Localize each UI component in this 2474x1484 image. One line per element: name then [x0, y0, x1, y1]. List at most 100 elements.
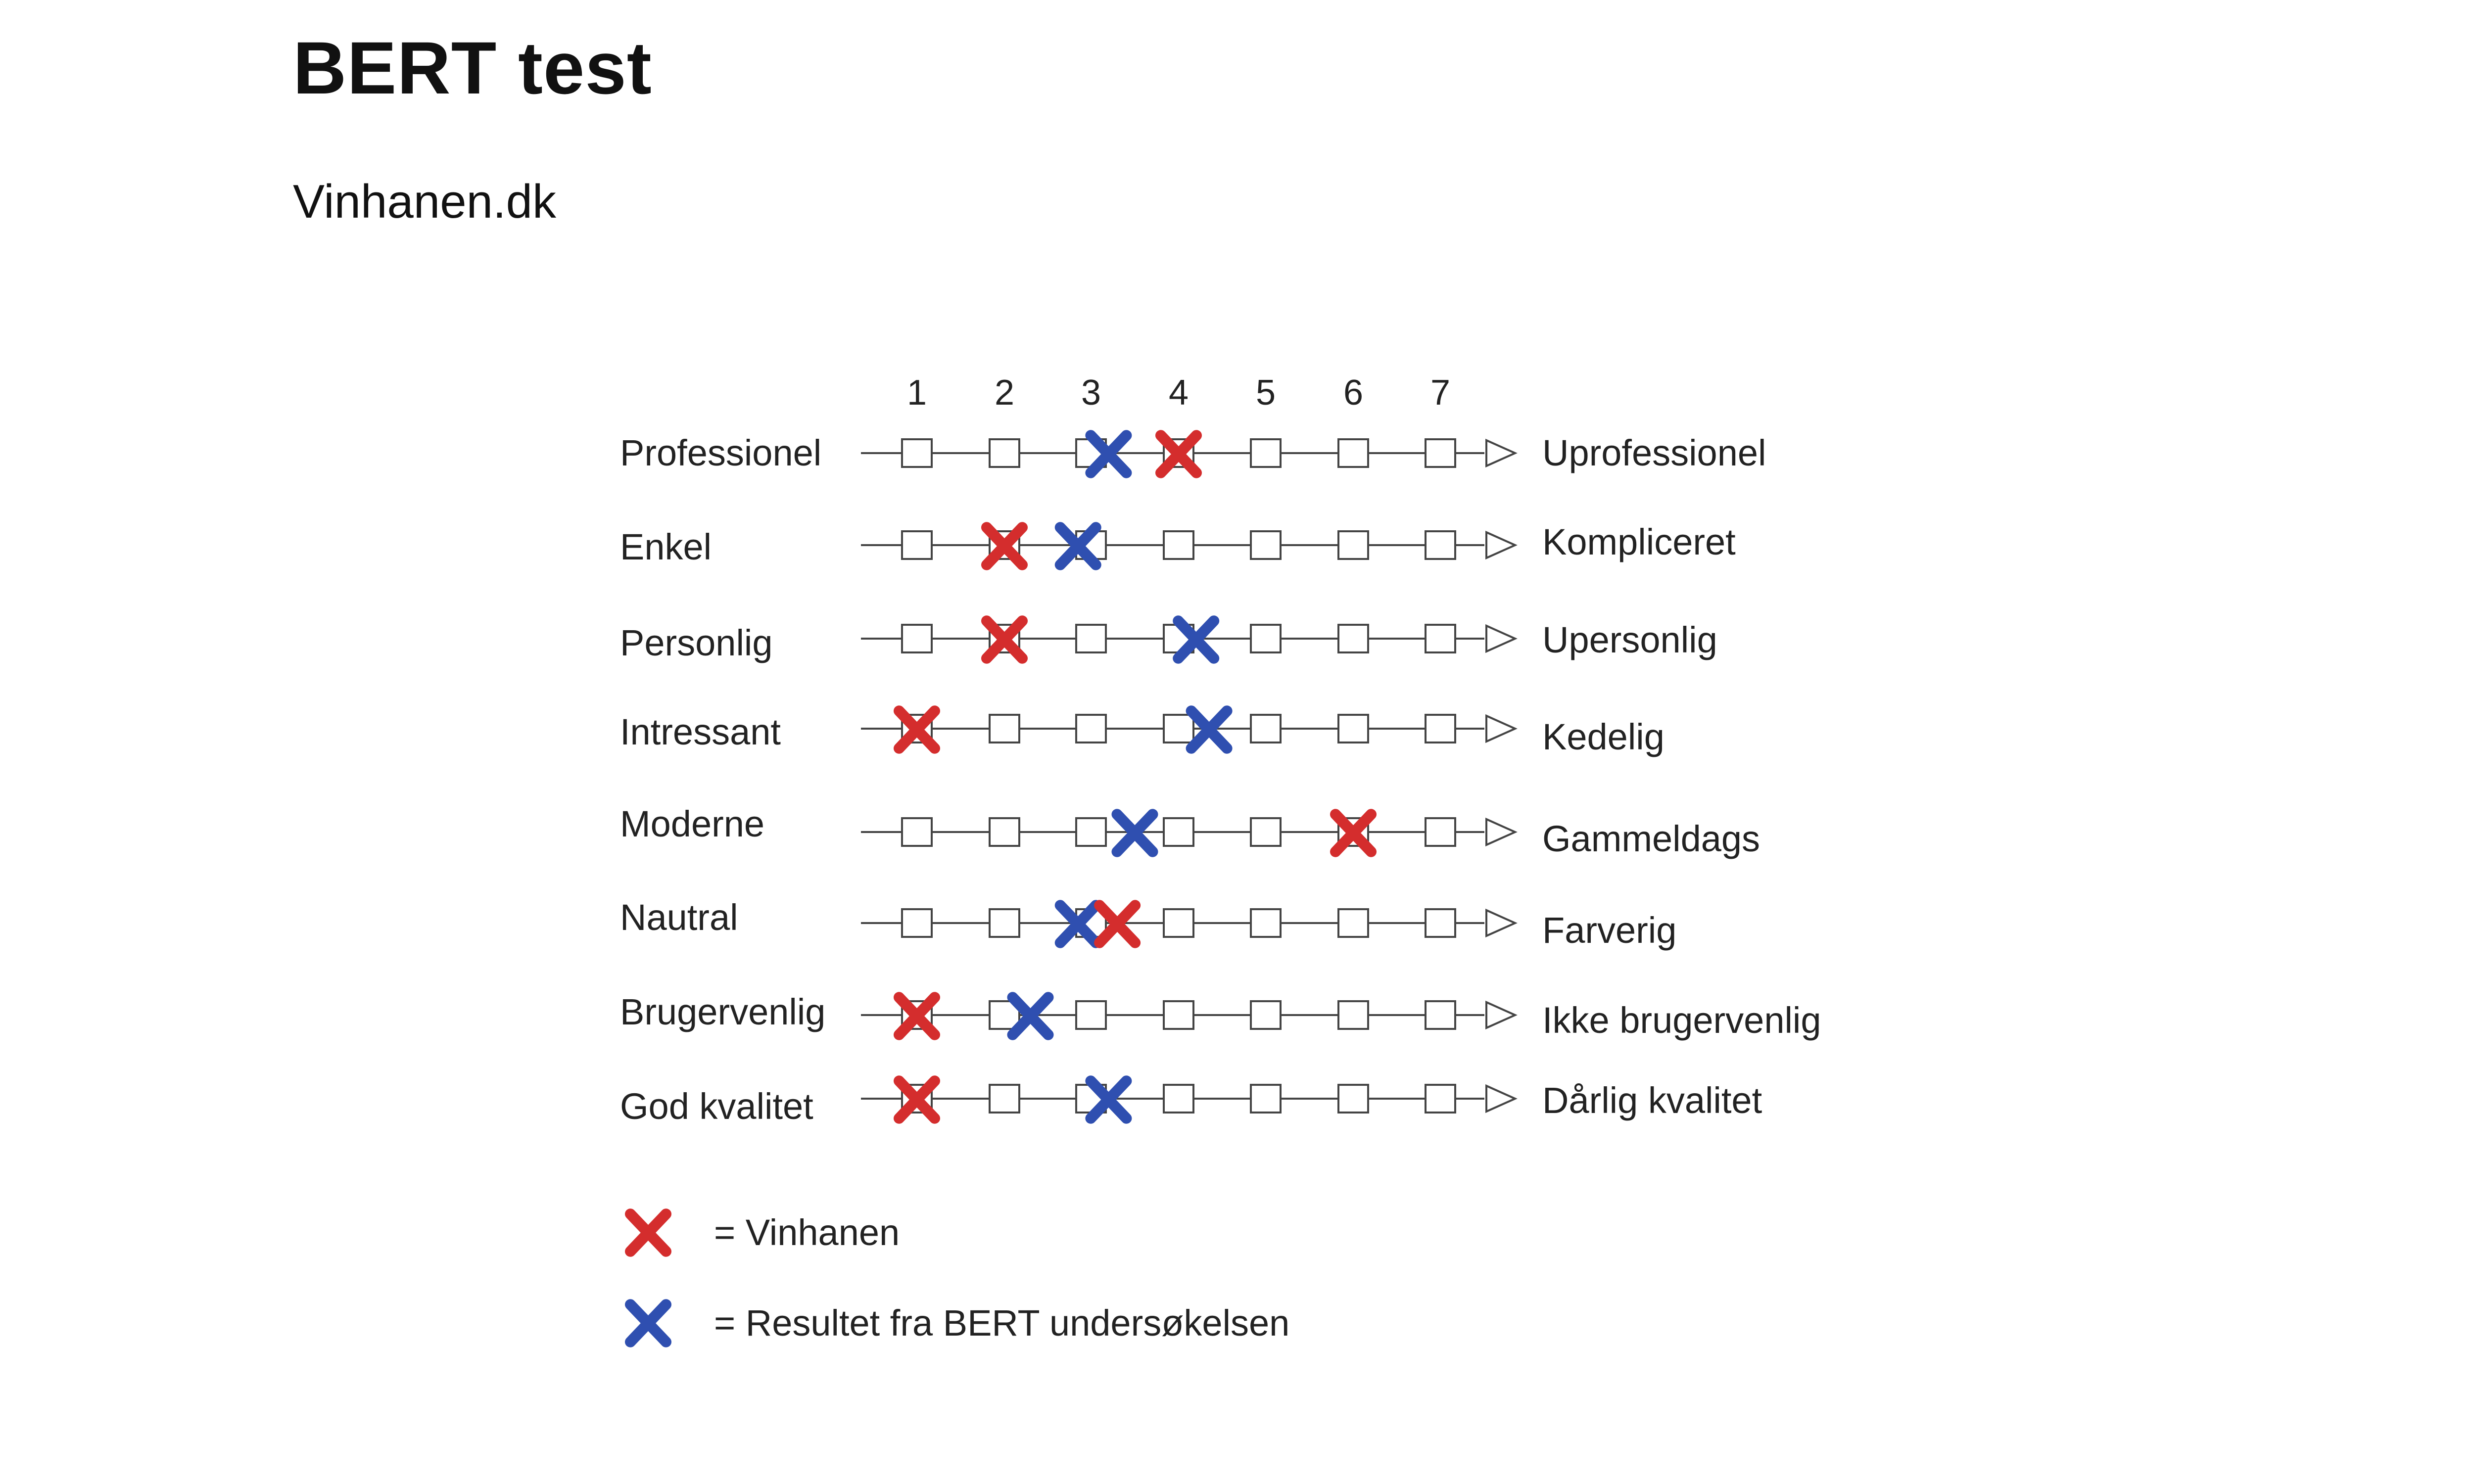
scale-box — [1250, 908, 1282, 938]
scale-box — [1337, 1084, 1369, 1113]
row-left-label: God kvalitet — [620, 1086, 813, 1127]
vinhanen-marker-icon — [894, 1075, 940, 1124]
arrow-head-icon — [1485, 438, 1518, 468]
bert-marker-icon-stroke-b — [1085, 1075, 1132, 1124]
scale-box — [989, 908, 1020, 938]
row-right-label: Kedelig — [1542, 716, 1665, 757]
scale-box — [901, 438, 933, 468]
bert-marker-icon — [1186, 705, 1233, 754]
vinhanen-marker-icon — [1155, 430, 1202, 478]
scale-box — [1250, 438, 1282, 468]
vinhanen-marker-icon — [894, 992, 940, 1040]
bert-marker-icon-stroke-b — [1054, 900, 1101, 948]
arrow-head-icon — [1485, 1000, 1518, 1030]
scale-box — [1163, 1084, 1194, 1113]
bert-marker-icon — [1054, 900, 1101, 948]
scale-box — [1250, 1084, 1282, 1113]
scale-box — [1075, 624, 1107, 653]
row-right-label: Gammeldags — [1542, 818, 1760, 859]
row-left-label: Intressant — [620, 711, 781, 752]
scale-number-4: 4 — [1169, 373, 1189, 413]
arrow-head-icon — [1485, 714, 1518, 743]
bert-marker-icon — [1054, 522, 1101, 570]
scale-box — [1250, 817, 1282, 847]
rating-row: God kvalitet Dårlig kvalitet — [620, 1075, 1762, 1127]
arrow-head-icon — [1485, 908, 1518, 938]
bert-marker-icon-stroke-b — [1186, 705, 1233, 754]
rating-row: Professionel Uprofessionel — [620, 430, 1766, 478]
scale-box — [1337, 530, 1369, 560]
vinhanen-marker-icon-stroke-b — [894, 992, 940, 1040]
scale-box — [1250, 530, 1282, 560]
scale-number-5: 5 — [1256, 373, 1276, 413]
scale-box — [989, 1084, 1020, 1113]
scale-box — [989, 817, 1020, 847]
scale-box — [901, 908, 933, 938]
arrow-head-icon — [1485, 624, 1518, 653]
bert-marker-icon-stroke-b — [1054, 522, 1101, 570]
arrow-head-icon — [1485, 530, 1518, 560]
row-left-label: Moderne — [620, 803, 764, 844]
vinhanen-marker-icon-stroke-b — [981, 522, 1028, 570]
scale-box — [1250, 1000, 1282, 1030]
bert-marker-icon — [1007, 992, 1054, 1040]
row-right-label: Kompliceret — [1542, 521, 1736, 562]
row-right-label: Ikke brugervenlig — [1542, 1000, 1821, 1041]
scale-box — [901, 817, 933, 847]
scale-number-2: 2 — [995, 373, 1014, 413]
legend-label: = Resultet fra BERT undersøkelsen — [714, 1302, 1289, 1344]
legend-label: = Vinhanen — [714, 1212, 900, 1253]
vinhanen-marker-icon-stroke-b — [894, 1075, 940, 1124]
scale-number-7: 7 — [1430, 373, 1450, 413]
row-right-label: Dårlig kvalitet — [1542, 1080, 1762, 1121]
bert-marker-icon-stroke-b — [1111, 809, 1158, 857]
blue-x-icon-stroke-b — [625, 1299, 671, 1347]
scale-number-3: 3 — [1081, 373, 1101, 413]
row-left-label: Brugervenlig — [620, 991, 825, 1032]
vinhanen-marker-icon-stroke-b — [894, 705, 940, 754]
rating-row: Enkel Kompliceret — [620, 521, 1736, 570]
scale-numbers: 1 2 3 4 5 6 7 — [907, 373, 1450, 413]
rating-row: Nautral Farverig — [620, 897, 1676, 951]
page-title: BERT test — [293, 26, 652, 109]
scale-box — [1163, 817, 1194, 847]
vinhanen-marker-icon — [981, 522, 1028, 570]
bert-marker-icon-stroke-b — [1085, 430, 1132, 478]
legend-item: = Resultet fra BERT undersøkelsen — [625, 1299, 1289, 1347]
scale-box — [1163, 908, 1194, 938]
scale-number-1: 1 — [907, 373, 927, 413]
scale-box — [1425, 438, 1456, 468]
row-left-label: Nautral — [620, 897, 738, 938]
rating-row: Brugervenlig Ikke brugervenlig — [620, 991, 1821, 1041]
scale-box — [1425, 714, 1456, 743]
row-left-label: Personlig — [620, 622, 773, 663]
scale-box — [1250, 624, 1282, 653]
bert-marker-icon-stroke-b — [1173, 615, 1220, 664]
scale-box — [1425, 530, 1456, 560]
bert-marker-icon — [1085, 430, 1132, 478]
row-right-label: Farverig — [1542, 910, 1676, 951]
legend: = Vinhanen = Resultet fra BERT undersøkel… — [625, 1208, 1289, 1347]
scale-box — [1163, 530, 1194, 560]
scale-box — [989, 438, 1020, 468]
scale-box — [1075, 1000, 1107, 1030]
scale-number-6: 6 — [1343, 373, 1363, 413]
row-right-label: Upersonlig — [1542, 619, 1717, 660]
vinhanen-marker-icon-stroke-b — [981, 615, 1028, 664]
row-right-label: Uprofessionel — [1542, 432, 1766, 473]
scale-box — [1425, 1084, 1456, 1113]
red-x-icon — [625, 1208, 671, 1257]
scale-box — [1075, 714, 1107, 743]
scale-box — [1075, 817, 1107, 847]
scale-box — [901, 530, 933, 560]
scale-box — [989, 714, 1020, 743]
vinhanen-marker-icon-stroke-b — [1155, 430, 1202, 478]
scale-box — [1425, 1000, 1456, 1030]
red-x-icon-stroke-b — [625, 1208, 671, 1257]
vinhanen-marker-icon-stroke-b — [1094, 900, 1141, 948]
arrow-head-icon — [1485, 1084, 1518, 1113]
rating-rows: Professionel Uprofessionel Enkel Komplicere… — [620, 430, 1821, 1127]
bert-marker-icon — [1085, 1075, 1132, 1124]
rating-row: Intressant Kedelig — [620, 705, 1665, 757]
